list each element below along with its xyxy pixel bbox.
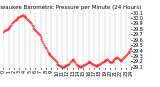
Title: Milwaukee Barometric Pressure per Minute (24 Hours): Milwaukee Barometric Pressure per Minute… xyxy=(0,5,141,10)
